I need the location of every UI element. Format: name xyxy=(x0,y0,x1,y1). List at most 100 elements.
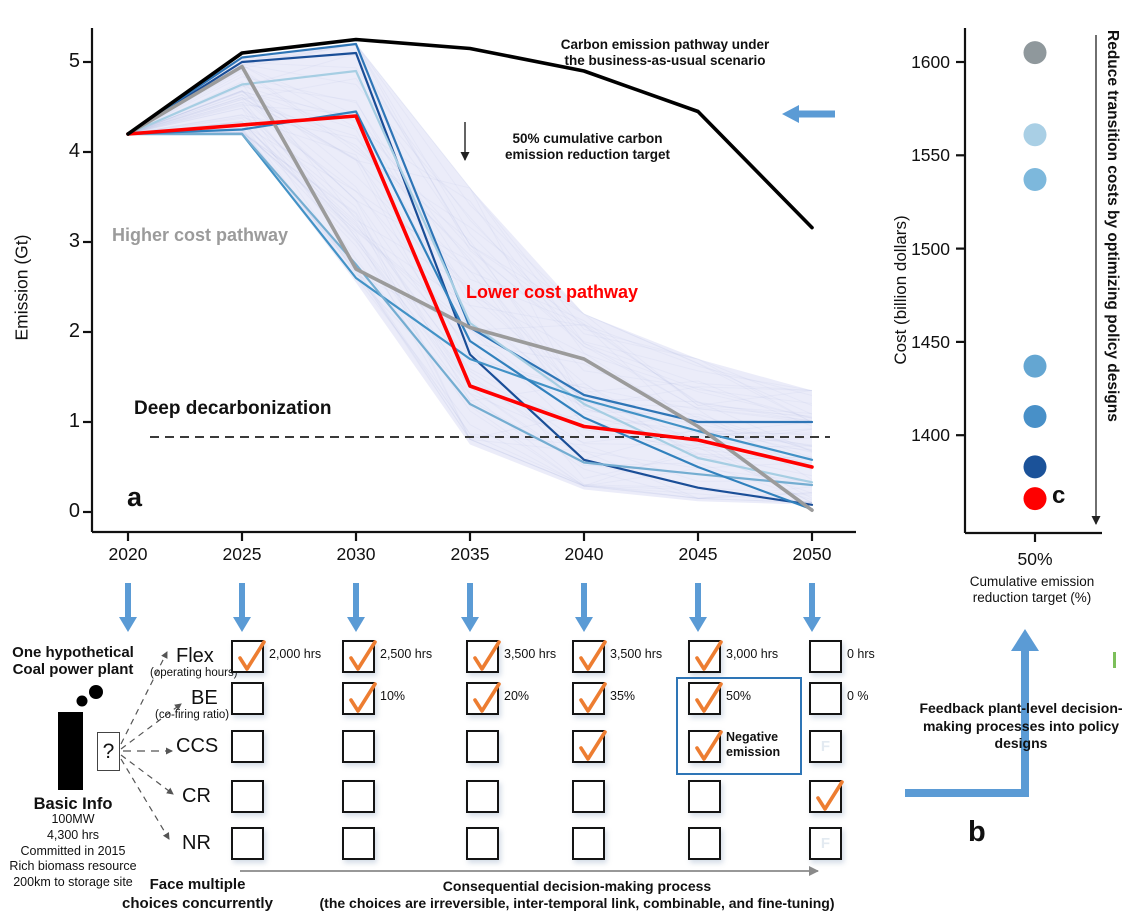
ensemble-line xyxy=(127,97,813,453)
checkbox-be-2025[interactable] xyxy=(231,682,264,715)
ensemble-line xyxy=(127,131,813,504)
check-icon xyxy=(695,640,723,671)
checkbox-be-2045[interactable] xyxy=(688,682,723,715)
checkbox-label-be-2050: 0 % xyxy=(847,689,869,703)
pathway-line xyxy=(126,110,814,511)
cost-dot xyxy=(1023,405,1047,429)
ensemble-line xyxy=(127,90,813,408)
plant-heading: One hypothetical Coal power plant xyxy=(12,644,134,679)
timeline-down-arrow xyxy=(233,583,251,632)
checkbox-label-be-2035: 20% xyxy=(504,689,530,703)
panel-a-label: a xyxy=(127,482,143,512)
checkbox-ccs-2035[interactable] xyxy=(466,730,499,763)
ensemble-line xyxy=(127,63,813,392)
checkbox-ccs-2040[interactable] xyxy=(572,730,607,763)
ensemble-line xyxy=(127,121,813,499)
checkbox-ccs-2045[interactable] xyxy=(688,730,723,763)
checkbox-be-2040[interactable] xyxy=(572,682,607,715)
checkbox-flex-2050[interactable] xyxy=(809,640,842,673)
cost-dot xyxy=(1023,354,1047,378)
timeline-down-arrow xyxy=(347,583,365,632)
x-tick-label: 2030 xyxy=(336,544,376,564)
check-icon xyxy=(473,682,501,713)
cost-tick-label: 1500 xyxy=(911,238,950,259)
checkbox-label-be-2030: 10% xyxy=(380,689,406,703)
ensemble-band xyxy=(128,44,812,505)
ensemble-line xyxy=(127,77,813,435)
y-tick-label: 4 xyxy=(68,140,80,162)
ensemble-line xyxy=(127,89,813,446)
reduce-costs-note: Reduce transition costs by optimizing po… xyxy=(1104,30,1121,422)
checkbox-label-flex-2030: 2,500 hrs xyxy=(380,647,433,661)
checkbox-be-2030[interactable] xyxy=(342,682,377,715)
checkbox-cr-2045[interactable] xyxy=(688,780,721,813)
choice-arrow xyxy=(120,754,174,795)
choice-arrow xyxy=(120,758,170,840)
checkbox-flex-2025[interactable] xyxy=(231,640,266,673)
checkbox-nr-2025[interactable] xyxy=(231,827,264,860)
ensemble-line xyxy=(127,97,813,466)
pathway-line xyxy=(126,51,814,506)
checkbox-flex-2035[interactable] xyxy=(466,640,501,673)
checkbox-watermark: F xyxy=(820,738,831,755)
x-tick-label: 2020 xyxy=(108,544,148,564)
ensemble-line xyxy=(127,94,813,419)
ensemble-line xyxy=(127,73,813,461)
ensemble-line xyxy=(127,114,813,471)
emission-axis-label: Emission (Gt) xyxy=(11,234,32,341)
timeline-down-arrow xyxy=(803,583,821,632)
ensemble-line xyxy=(127,93,813,452)
checkbox-be-2050[interactable] xyxy=(809,682,842,715)
checkbox-be-2035[interactable] xyxy=(466,682,501,715)
checkbox-label-flex-2050: 0 hrs xyxy=(847,647,875,661)
ensemble-line xyxy=(127,85,813,421)
cost-dot xyxy=(1023,41,1047,65)
checkbox-label-be-2040: 35% xyxy=(610,689,636,703)
consequential-subtitle: (the choices are irreversible, inter-tem… xyxy=(319,895,835,911)
green-tick-mark xyxy=(1113,652,1116,668)
check-icon xyxy=(579,640,607,671)
check-icon xyxy=(695,682,723,713)
ensemble-line xyxy=(127,114,813,449)
y-tick-label: 2 xyxy=(68,320,80,342)
ensemble-line xyxy=(127,101,813,503)
basic-info-heading: Basic Info xyxy=(33,795,113,813)
checkbox-cr-2040[interactable] xyxy=(572,780,605,813)
ensemble-line xyxy=(127,117,813,464)
checkbox-cr-2030[interactable] xyxy=(342,780,375,813)
ensemble-line xyxy=(127,76,813,397)
checkbox-ccs-2030[interactable] xyxy=(342,730,375,763)
checkbox-flex-2045[interactable] xyxy=(688,640,723,673)
checkbox-cr-2035[interactable] xyxy=(466,780,499,813)
checkbox-nr-2045[interactable] xyxy=(688,827,721,860)
checkbox-cr-2050[interactable] xyxy=(809,780,844,813)
checkbox-ccs-2025[interactable] xyxy=(231,730,264,763)
panel-c-chart xyxy=(956,28,1102,542)
panel-c-label: c xyxy=(1052,482,1066,509)
checkbox-label-flex-2040: 3,500 hrs xyxy=(610,647,663,661)
ensemble-line xyxy=(127,107,813,446)
feedback-caption: Feedback plant-level decision- making pr… xyxy=(919,700,1123,751)
cost-tick-label: 1450 xyxy=(911,331,950,352)
x-tick-label: 2045 xyxy=(678,544,718,564)
checkbox-nr-2035[interactable] xyxy=(466,827,499,860)
checkbox-nr-2050[interactable]: F xyxy=(809,827,842,860)
row-sublabel-be: (co-firing ratio) xyxy=(155,709,230,721)
y-tick-label: 0 xyxy=(68,500,80,522)
timeline-down-arrow xyxy=(119,583,137,632)
cost-tick-label: 1550 xyxy=(911,145,950,166)
y-tick-label: 5 xyxy=(68,50,80,72)
checkbox-flex-2030[interactable] xyxy=(342,640,377,673)
row-label-nr: NR xyxy=(182,832,211,854)
pathway-line xyxy=(126,132,814,487)
ensemble-line xyxy=(127,70,813,415)
check-icon xyxy=(579,682,607,713)
checkbox-cr-2025[interactable] xyxy=(231,780,264,813)
checkbox-ccs-2050[interactable]: F xyxy=(809,730,842,763)
checkbox-nr-2030[interactable] xyxy=(342,827,375,860)
ensemble-line xyxy=(127,91,813,406)
cost-dot xyxy=(1023,487,1047,511)
checkbox-flex-2040[interactable] xyxy=(572,640,607,673)
checkbox-nr-2040[interactable] xyxy=(572,827,605,860)
row-label-cr: CR xyxy=(182,785,211,807)
